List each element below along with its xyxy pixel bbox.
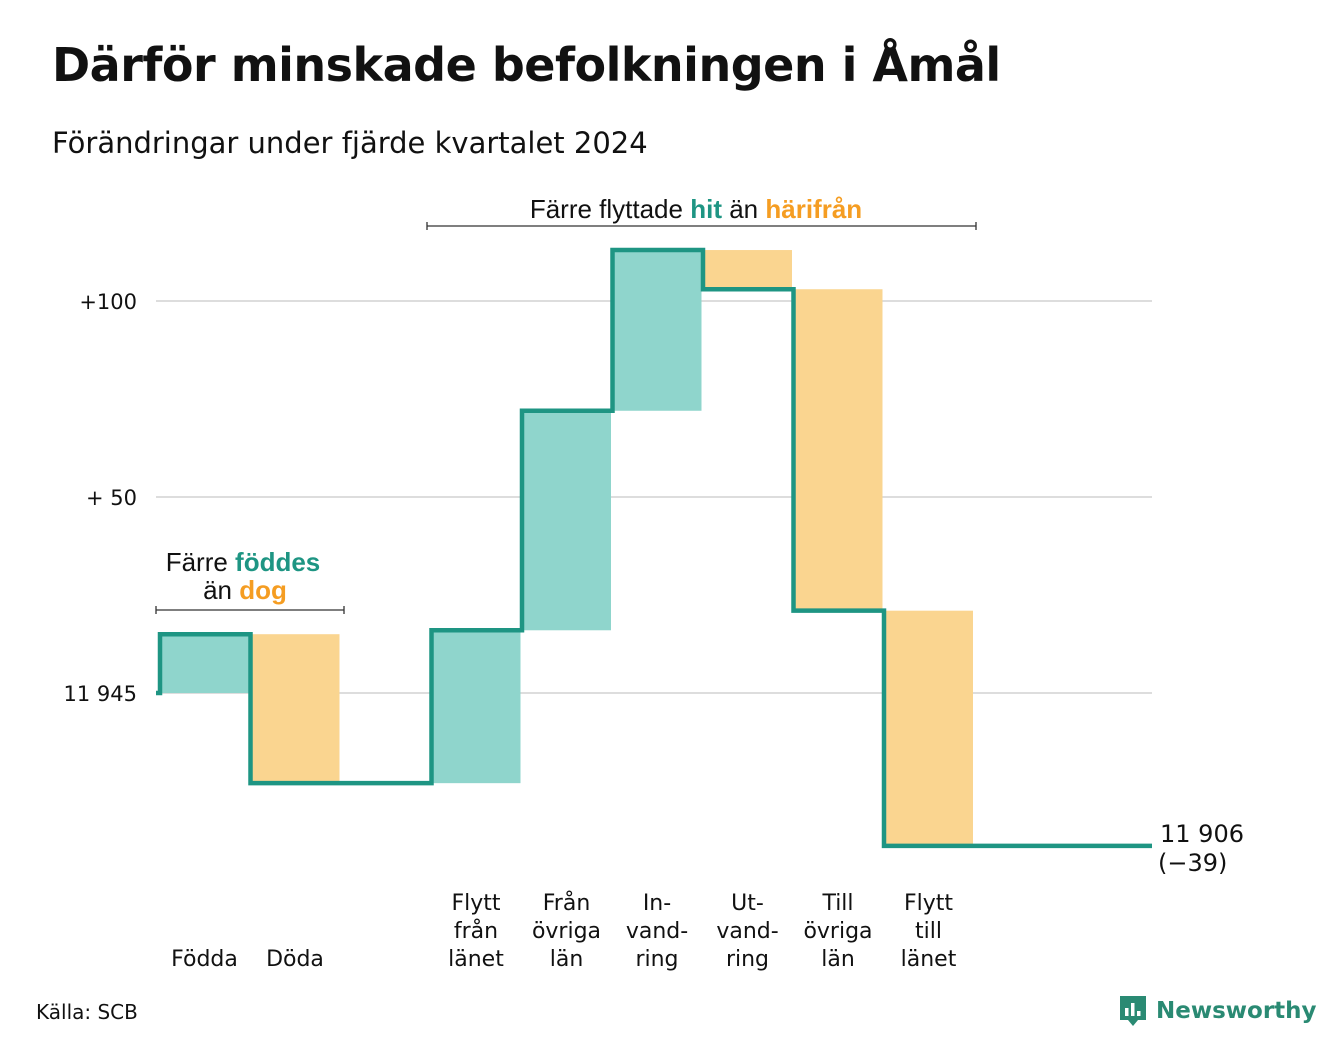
bar-increase xyxy=(431,630,521,784)
source-note: Källa: SCB xyxy=(36,1000,138,1024)
bar-layer xyxy=(160,250,973,846)
chart-title: Därför minskade befolkningen i Åmål xyxy=(52,38,1001,92)
annotation-natural-bracket xyxy=(155,606,345,614)
annotation-migration-pre-text: Färre flyttade xyxy=(530,194,690,224)
annotation-hit-highlight: hit xyxy=(690,194,722,224)
bar-increase xyxy=(522,410,611,631)
chart-subtitle: Förändringar under fjärde kvartalet 2024 xyxy=(52,126,648,160)
category-label: Ut- xyxy=(731,891,764,916)
annotation-migration-bracket xyxy=(426,222,977,230)
category-label: länet xyxy=(448,947,504,972)
bar-decrease xyxy=(703,250,792,290)
bar-decrease xyxy=(793,289,883,611)
bar-increase xyxy=(612,250,702,411)
annotation-migration: Färre flyttade hit än härifrån xyxy=(426,194,977,230)
bar-decrease xyxy=(884,610,973,846)
category-label: till xyxy=(915,919,942,944)
category-label: övriga xyxy=(803,919,872,944)
category-label: länet xyxy=(901,947,957,972)
newsworthy-logo: Newsworthy xyxy=(1118,994,1317,1028)
category-label: In- xyxy=(643,891,671,916)
bar-chart-speech-icon xyxy=(1120,996,1146,1026)
bar-increase xyxy=(160,634,249,693)
annotation-natural-change: Färre föddes än dog xyxy=(155,547,345,614)
y-tick-label: 11 945 xyxy=(64,682,137,706)
category-label: Flytt xyxy=(451,891,500,916)
category-label: övriga xyxy=(532,919,601,944)
bar-decrease xyxy=(250,634,340,784)
category-label: Från xyxy=(543,890,591,916)
y-tick-label: + 50 xyxy=(86,486,137,510)
annotation-harifran-highlight: härifrån xyxy=(765,194,862,224)
svg-text:Färre flyttade hit än härifrån: Färre flyttade hit än härifrån xyxy=(530,194,862,224)
category-label: Döda xyxy=(266,947,324,972)
category-label: Flytt xyxy=(904,891,953,916)
svg-text:Färre föddes: Färre föddes xyxy=(166,547,321,577)
category-label: ring xyxy=(726,947,769,972)
cumulative-step-line xyxy=(156,247,1152,849)
category-label: Till xyxy=(821,891,853,916)
annotation-born-highlight: föddes xyxy=(235,547,320,577)
y-tick-label: +100 xyxy=(79,290,137,314)
category-label: från xyxy=(454,918,498,944)
annotation-migration-mid-text: än xyxy=(722,194,765,224)
category-label: Födda xyxy=(171,947,238,972)
annotation-died-highlight: dog xyxy=(239,575,287,605)
line-layer xyxy=(156,247,1152,849)
logo-text: Newsworthy xyxy=(1156,998,1317,1024)
end-change-label: (−39) xyxy=(1158,849,1227,877)
category-label: vand- xyxy=(716,919,778,944)
category-label: ring xyxy=(635,947,678,972)
category-label: vand- xyxy=(626,919,688,944)
annotation-natural-line1-text: Färre xyxy=(166,547,235,577)
end-value-label: 11 906 xyxy=(1160,820,1244,848)
annotation-natural-line2-text: än xyxy=(203,575,239,605)
svg-text:än dog: än dog xyxy=(203,575,287,605)
category-label: län xyxy=(550,947,584,972)
category-label: län xyxy=(821,947,855,972)
